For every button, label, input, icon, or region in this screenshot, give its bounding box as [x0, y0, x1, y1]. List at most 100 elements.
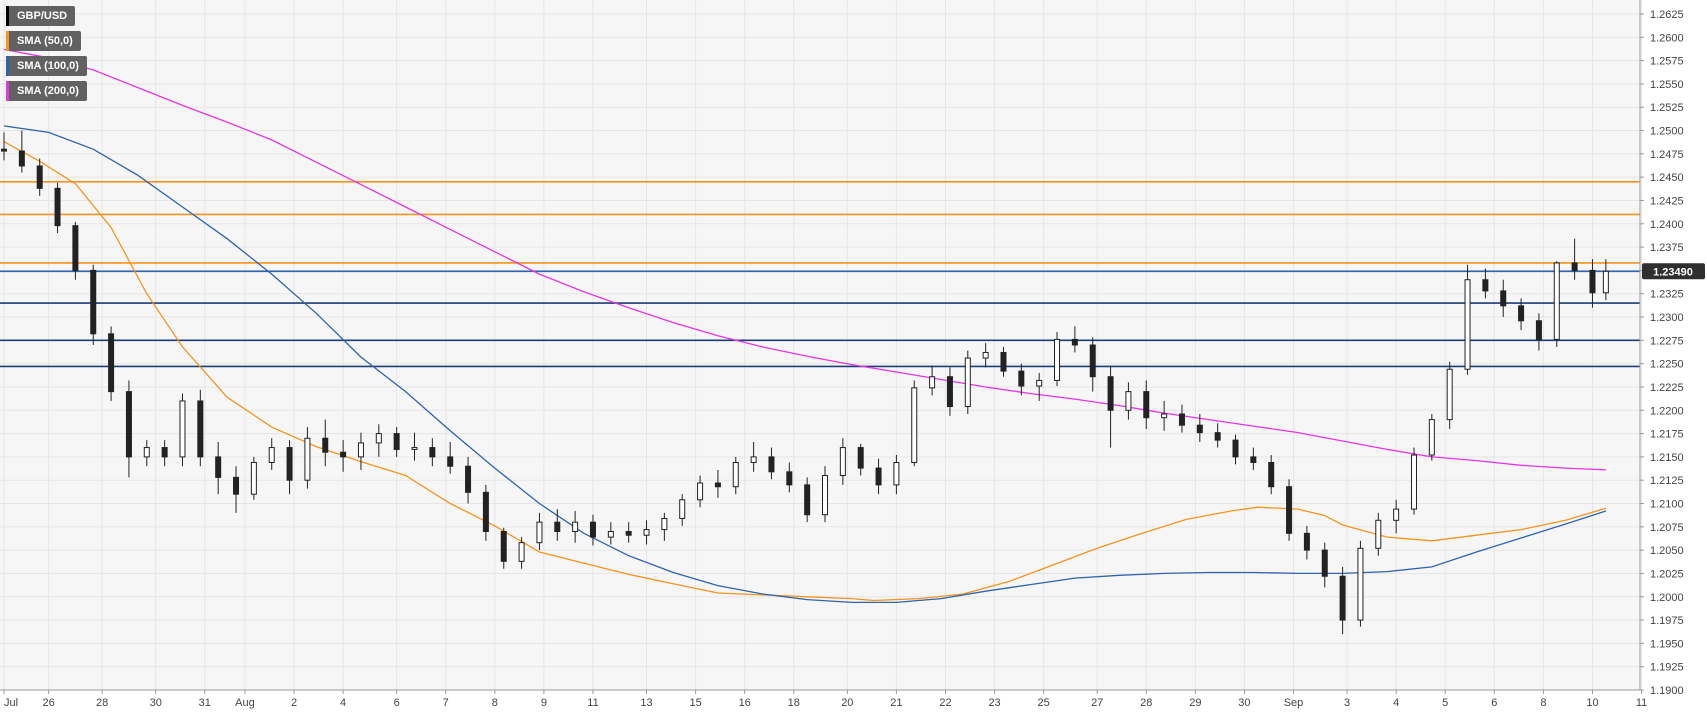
y-tick-label: 1.2500	[1650, 126, 1684, 138]
candle-body	[125, 391, 132, 458]
x-tick-label: 26	[42, 697, 54, 709]
candle	[108, 326, 115, 401]
x-tick-label: 11	[1636, 697, 1647, 709]
candle	[1, 132, 7, 161]
candle	[1268, 455, 1275, 495]
candle-body	[857, 447, 864, 469]
y-tick-label: 1.2400	[1650, 219, 1684, 231]
candle	[1089, 337, 1096, 392]
candle	[1196, 414, 1203, 442]
x-tick-label: Sep	[1284, 697, 1304, 709]
y-tick-label: 1.2300	[1650, 312, 1684, 324]
x-tick-label: 4	[340, 697, 346, 709]
candle-body	[1018, 370, 1025, 387]
candle	[768, 447, 775, 480]
y-tick-label: 1.2475	[1650, 149, 1684, 161]
candle	[875, 458, 882, 495]
candle	[143, 440, 150, 467]
candle-body	[465, 465, 472, 493]
candle	[804, 477, 811, 523]
candle-body	[661, 517, 668, 531]
candle-body	[108, 333, 115, 393]
legend-item-sma-50[interactable]: SMA (50,0)	[6, 31, 81, 51]
candle	[1286, 479, 1293, 541]
candle-body	[482, 491, 489, 532]
x-tick-label: 25	[1038, 697, 1050, 709]
candle	[625, 522, 632, 543]
x-tick-label: Aug	[235, 697, 255, 709]
candle-body	[750, 456, 757, 463]
candle	[1178, 404, 1185, 433]
last-price-tag-bg	[1642, 263, 1705, 280]
candle-body	[1089, 344, 1096, 378]
y-tick-label: 1.2150	[1650, 452, 1684, 464]
candle	[268, 438, 275, 470]
candle	[72, 221, 79, 280]
candle	[1232, 434, 1239, 465]
x-tick-label: 28	[1140, 697, 1152, 709]
x-tick-label: 21	[890, 697, 902, 709]
candle-body	[1000, 351, 1007, 372]
y-tick-label: 1.2250	[1650, 359, 1684, 371]
x-tick-label: 4	[1393, 697, 1399, 709]
y-tick-label: 1.2450	[1650, 172, 1684, 184]
candle	[1357, 540, 1364, 627]
candle	[1428, 414, 1435, 461]
candle	[1535, 313, 1542, 351]
candle	[1125, 382, 1132, 420]
candle	[90, 264, 97, 345]
candle	[554, 509, 561, 541]
candle-body	[589, 521, 596, 538]
candle	[1036, 372, 1043, 401]
y-tick-label: 1.2125	[1650, 475, 1684, 487]
candle	[679, 494, 686, 526]
y-tick-label: 1.2525	[1650, 102, 1684, 114]
candle	[179, 393, 186, 467]
candle-body	[1250, 456, 1257, 463]
legend-item-sma-200[interactable]: SMA (200,0)	[6, 81, 87, 101]
candle-body	[822, 475, 829, 516]
candle-body	[893, 461, 900, 486]
y-tick-label: 1.2425	[1650, 195, 1684, 207]
candle-body	[768, 456, 775, 473]
candle-body	[679, 499, 686, 519]
candle-body	[1, 148, 7, 152]
candle-body	[1196, 424, 1203, 434]
candle-body	[1602, 270, 1609, 294]
sma-line	[3, 48, 1606, 471]
candle	[357, 432, 364, 470]
candle	[500, 527, 507, 569]
candle	[429, 438, 436, 467]
candle-body	[714, 482, 721, 488]
candle	[857, 443, 864, 476]
candle-body	[1036, 379, 1043, 387]
legend-item-sma-100[interactable]: SMA (100,0)	[6, 56, 87, 76]
candle	[518, 537, 525, 569]
x-axis-ticks: Jul 26 28 30 31 Aug 2 4 6 7 8 9 11 13 15 16 18 20 21 22 23 25…	[3, 690, 1647, 709]
candle	[233, 466, 240, 513]
candle-body	[304, 437, 311, 481]
candle-body	[393, 433, 400, 450]
y-tick-label: 1.2000	[1650, 592, 1684, 604]
candle	[964, 350, 971, 414]
candle-body	[1500, 290, 1507, 307]
candle-body	[197, 400, 204, 458]
candle	[589, 514, 596, 546]
chart-legend: GBP/USD SMA (50,0) SMA (100,0) SMA (200,…	[6, 6, 87, 106]
x-tick-label: 20	[841, 697, 853, 709]
candle-body	[500, 530, 507, 562]
candle-body	[1375, 519, 1382, 549]
candle-body	[429, 447, 436, 458]
candle-body	[982, 351, 989, 359]
candle-body	[572, 521, 579, 532]
candle	[1018, 363, 1025, 396]
candle	[1161, 400, 1168, 431]
candle	[714, 469, 721, 498]
candle-body	[946, 376, 953, 408]
legend-item-gbpusd[interactable]: GBP/USD	[6, 6, 76, 26]
candle	[1410, 447, 1417, 515]
x-tick-label: 11	[587, 697, 598, 709]
legend-swatch	[6, 56, 9, 76]
x-tick-label: 16	[739, 697, 751, 709]
